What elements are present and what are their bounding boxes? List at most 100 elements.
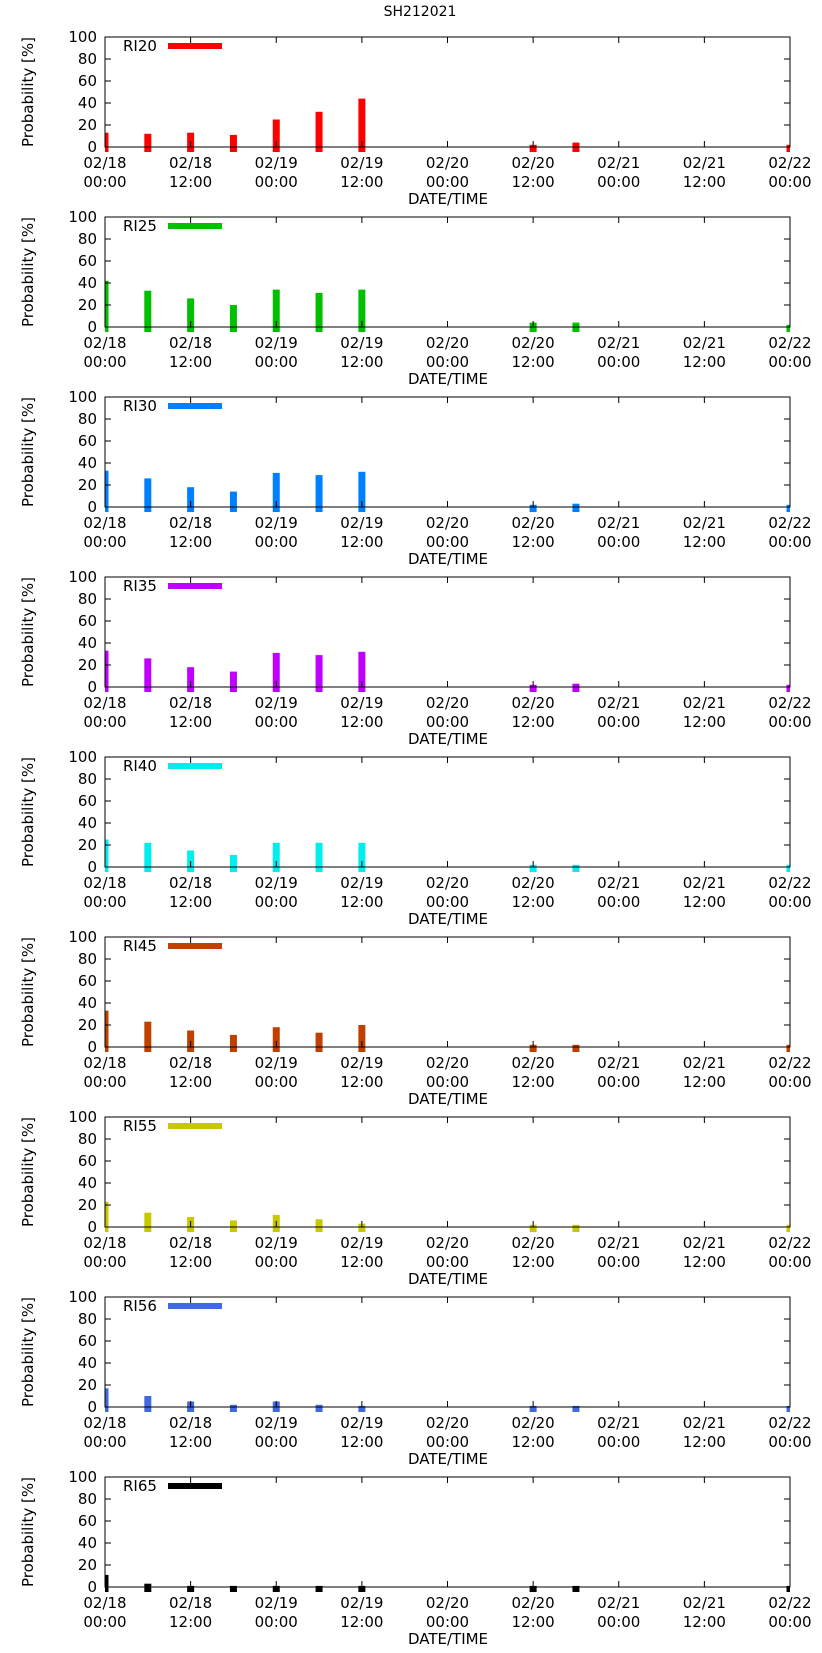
x-tick-date-label: 02/18 [169,1594,212,1612]
bar-ri40 [315,842,323,872]
bar-ri20 [144,133,152,152]
x-tick-time-label: 12:00 [169,893,212,911]
panel-ri25: 10080604020002/1800:0002/1812:0002/1900:… [19,208,812,388]
bar-ri25 [315,292,323,332]
bar-ri55 [144,1212,152,1232]
x-tick-date-label: 02/20 [512,334,555,352]
panel-ri35: 10080604020002/1800:0002/1812:0002/1900:… [19,568,812,748]
bar-ri65 [572,1585,580,1592]
x-tick-time-label: 12:00 [169,353,212,371]
bar-ri45 [144,1021,152,1052]
bar-ri25 [187,298,195,332]
legend-swatch [168,1123,222,1129]
y-tick-label: 20 [78,116,97,134]
bar-ri30 [572,503,580,512]
x-tick-time-label: 00:00 [426,1613,469,1631]
y-tick-label: 60 [78,612,97,630]
x-tick-date-label: 02/20 [512,514,555,532]
bar-ri45 [529,1044,537,1052]
y-axis-title: Probability [%] [19,1477,37,1587]
x-tick-time-label: 00:00 [83,1613,126,1631]
y-axis-title: Probability [%] [19,1117,37,1227]
x-tick-time-label: 00:00 [597,1073,640,1091]
bar-ri55 [229,1220,237,1232]
x-tick-date-label: 02/19 [255,1234,298,1252]
bar-ri25 [105,280,109,332]
y-tick-label: 60 [78,72,97,90]
y-axis-title: Probability [%] [19,397,37,507]
x-tick-date-label: 02/21 [683,1414,726,1432]
x-axis-title: DATE/TIME [408,370,488,388]
panel-ri40: 10080604020002/1800:0002/1812:0002/1900:… [19,748,812,928]
x-tick-time-label: 12:00 [512,893,555,911]
x-tick-time-label: 12:00 [169,1073,212,1091]
x-tick-time-label: 12:00 [683,533,726,551]
y-tick-label: 60 [78,1512,97,1530]
x-tick-time-label: 12:00 [169,173,212,191]
bar-ri45 [272,1027,280,1052]
bar-ri35 [272,652,280,692]
bar-ri65 [144,1583,152,1592]
x-tick-time-label: 00:00 [255,533,298,551]
x-tick-time-label: 12:00 [512,1433,555,1451]
x-tick-time-label: 12:00 [169,1253,212,1271]
x-tick-date-label: 02/20 [426,334,469,352]
legend-label: RI25 [123,217,157,235]
bar-ri35 [572,683,580,692]
chart-panels: 10080604020002/1800:0002/1812:0002/1900:… [19,28,812,1648]
y-axis-title: Probability [%] [19,937,37,1047]
y-tick-label: 80 [78,230,97,248]
x-tick-time-label: 12:00 [340,893,383,911]
x-tick-time-label: 00:00 [83,533,126,551]
bar-ri55 [572,1224,580,1232]
x-tick-date-label: 02/18 [169,514,212,532]
y-tick-label: 80 [78,950,97,968]
x-tick-time-label: 00:00 [255,893,298,911]
bar-ri65 [529,1585,537,1592]
x-tick-date-label: 02/19 [340,154,383,172]
bar-ri45 [786,1044,790,1052]
bar-ri55 [315,1219,323,1232]
x-tick-date-label: 02/19 [255,334,298,352]
y-tick-label: 80 [78,770,97,788]
x-tick-date-label: 02/19 [340,1234,383,1252]
x-tick-time-label: 12:00 [340,1433,383,1451]
x-tick-time-label: 12:00 [512,1253,555,1271]
x-tick-time-label: 12:00 [683,893,726,911]
x-tick-time-label: 12:00 [683,1613,726,1631]
x-tick-date-label: 02/20 [426,874,469,892]
bar-ri20 [315,111,323,152]
plot-frame [104,936,791,1048]
x-tick-date-label: 02/21 [597,1594,640,1612]
x-tick-time-label: 00:00 [597,713,640,731]
y-tick-label: 0 [87,1578,97,1596]
x-tick-time-label: 12:00 [340,173,383,191]
bar-ri56 [786,1405,790,1412]
x-axis-title: DATE/TIME [408,1630,488,1648]
x-tick-date-label: 02/21 [683,514,726,532]
legend-swatch [168,1483,222,1489]
x-tick-date-label: 02/18 [83,874,126,892]
x-tick-date-label: 02/19 [340,514,383,532]
y-tick-label: 80 [78,590,97,608]
panel-ri45: 10080604020002/1800:0002/1812:0002/1900:… [19,928,812,1108]
x-tick-time-label: 12:00 [512,353,555,371]
x-tick-time-label: 00:00 [83,1433,126,1451]
bar-ri65 [229,1585,237,1592]
plot-frame [104,396,791,508]
x-tick-date-label: 02/18 [83,1594,126,1612]
x-tick-time-label: 12:00 [512,713,555,731]
x-tick-time-label: 12:00 [169,1613,212,1631]
y-axis-title: Probability [%] [19,37,37,147]
legend-label: RI55 [123,1117,157,1135]
bar-ri40 [529,864,537,872]
x-tick-date-label: 02/18 [169,1414,212,1432]
x-tick-time-label: 00:00 [255,713,298,731]
x-tick-time-label: 00:00 [426,1253,469,1271]
plot-frame [104,1476,791,1588]
bar-ri65 [315,1585,323,1592]
x-tick-date-label: 02/18 [83,1234,126,1252]
y-tick-label: 100 [68,388,97,406]
bar-ri25 [229,305,237,332]
y-tick-label: 40 [78,1174,97,1192]
